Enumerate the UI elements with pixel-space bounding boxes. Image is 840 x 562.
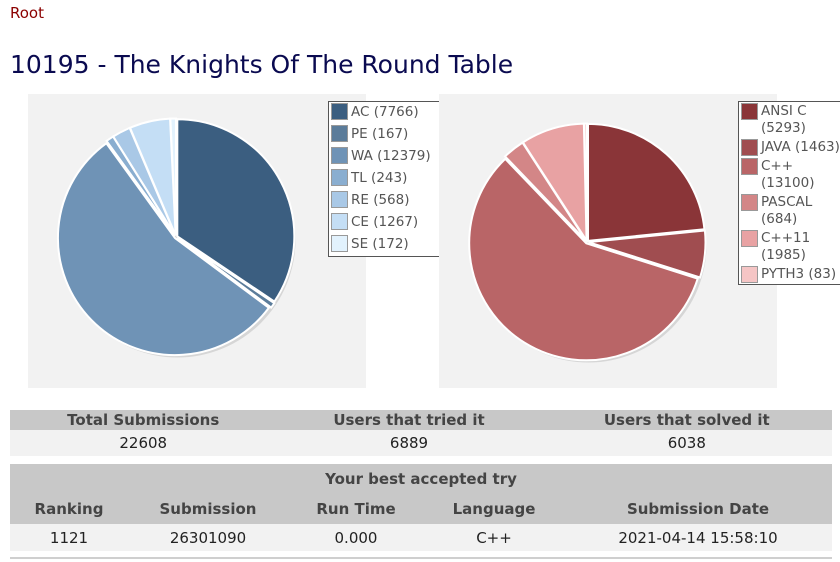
submission-date-value: 2021-04-14 15:58:10 (564, 524, 832, 551)
best-accepted-table: Your best accepted try Ranking Submissio… (10, 464, 832, 551)
verdict-legend-swatch-0 (331, 103, 348, 120)
language-legend-item-4: C++11 (1985) (739, 229, 840, 265)
language-pie-slice-0 (587, 122, 706, 242)
verdict-legend-label-4: RE (568) (351, 192, 410, 208)
language-pie-slice-5 (583, 122, 588, 241)
language-legend-label-5: PYTH3 (83) (761, 266, 837, 282)
language-legend-swatch-1 (741, 139, 758, 156)
verdict-legend-item-3: TL (243) (329, 168, 443, 190)
verdict-legend-item-1: PE (167) (329, 124, 443, 146)
verdict-legend-swatch-4 (331, 191, 348, 208)
language-pie-slice-1 (588, 229, 707, 279)
best-value-row: 1121 26301090 0.000 C++ 2021-04-14 15:58… (10, 524, 832, 551)
language-legend-label-4: C++11 (1985) (761, 230, 811, 263)
best-caption-row: Your best accepted try (10, 464, 832, 494)
language-legend-item-3: PASCAL (684) (739, 193, 840, 229)
language-pie-svg (468, 122, 707, 363)
run-time-header: Run Time (288, 494, 424, 524)
submission-header: Submission (128, 494, 288, 524)
verdict-legend: AC (7766) PE (167) WA (12379) TL (243) RE (5… (328, 101, 444, 257)
language-legend-label-0: ANSI C (5293) (761, 103, 807, 136)
language-legend-label-2: C++ (13100) (761, 158, 815, 191)
verdict-legend-label-2: WA (12379) (351, 148, 431, 164)
verdict-legend-item-2: WA (12379) (329, 146, 443, 168)
best-header-row: Ranking Submission Run Time Language Sub… (10, 494, 832, 524)
verdict-pie-slice-2 (56, 141, 271, 357)
users-tried-header: Users that tried it (276, 410, 542, 430)
best-caption: Your best accepted try (10, 464, 832, 494)
verdict-legend-item-0: AC (7766) (329, 102, 443, 124)
language-value: C++ (424, 524, 564, 551)
language-legend-swatch-2 (741, 158, 758, 175)
ranking-value: 1121 (10, 524, 128, 551)
verdict-legend-item-4: RE (568) (329, 190, 443, 212)
language-legend-label-3: PASCAL (684) (761, 194, 813, 227)
language-legend: ANSI C (5293) JAVA (1463) C++ (13100) PASCA… (738, 101, 840, 285)
verdict-legend-label-6: SE (172) (351, 236, 409, 252)
verdict-legend-label-3: TL (243) (351, 170, 408, 186)
totals-value-row: 22608 6889 6038 (10, 430, 832, 456)
verdict-legend-item-5: CE (1267) (329, 212, 443, 234)
breadcrumb[interactable]: Root (10, 4, 44, 22)
verdict-legend-swatch-3 (331, 169, 348, 186)
language-legend-swatch-0 (741, 103, 758, 120)
ranking-header: Ranking (10, 494, 128, 524)
verdict-pie-slice-0 (176, 118, 296, 303)
users-solved-value: 6038 (541, 430, 832, 456)
verdict-pie-svg (56, 117, 296, 358)
language-legend-swatch-3 (741, 194, 758, 211)
verdict-legend-swatch-5 (331, 213, 348, 230)
language-pie-slice-2 (468, 157, 700, 362)
verdict-legend-label-0: AC (7766) (351, 104, 419, 120)
verdict-pie-slice-6 (169, 117, 177, 236)
verdict-legend-item-6: SE (172) (329, 234, 443, 256)
language-legend-swatch-4 (741, 230, 758, 247)
language-header: Language (424, 494, 564, 524)
submission-value[interactable]: 26301090 (128, 524, 288, 551)
submission-totals-table: Total Submissions Users that tried it Us… (10, 410, 832, 456)
verdict-legend-swatch-6 (331, 235, 348, 252)
run-time-value: 0.000 (288, 524, 424, 551)
language-legend-swatch-5 (741, 266, 758, 283)
language-legend-item-2: C++ (13100) (739, 157, 840, 193)
submission-date-header: Submission Date (564, 494, 832, 524)
verdict-legend-swatch-2 (331, 147, 348, 164)
total-submissions-value: 22608 (10, 430, 277, 456)
totals-header-row: Total Submissions Users that tried it Us… (10, 410, 832, 430)
verdict-legend-label-5: CE (1267) (351, 214, 419, 230)
language-legend-item-1: JAVA (1463) (739, 138, 840, 157)
language-legend-item-0: ANSI C (5293) (739, 102, 840, 138)
verdict-legend-swatch-1 (331, 125, 348, 142)
users-solved-header: Users that solved it (541, 410, 832, 430)
bottom-divider (10, 557, 832, 559)
language-pie-chart (439, 94, 777, 388)
page-title: 10195 - The Knights Of The Round Table (10, 50, 514, 79)
language-legend-label-1: JAVA (1463) (761, 139, 840, 155)
verdict-legend-label-1: PE (167) (351, 126, 409, 142)
verdict-pie-slice-1 (176, 237, 276, 309)
verdict-pie-chart (28, 94, 366, 388)
users-tried-value: 6889 (276, 430, 542, 456)
language-legend-item-5: PYTH3 (83) (739, 265, 840, 284)
total-submissions-header: Total Submissions (10, 410, 277, 430)
